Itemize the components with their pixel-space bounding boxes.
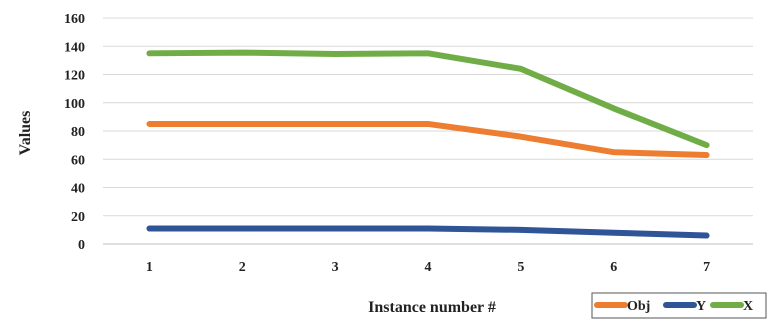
series-lines [146, 49, 710, 239]
x-tick-label: 7 [703, 260, 710, 275]
x-tick-label: 1 [146, 260, 153, 275]
data-point-x [239, 50, 245, 56]
gridlines [103, 17, 753, 217]
data-point-x [518, 66, 524, 72]
y-axis-title: Values [17, 111, 34, 156]
x-tick-labels: 1 2 3 4 5 6 7 [146, 260, 710, 275]
data-point-obj [611, 149, 617, 155]
data-point-y [332, 225, 338, 231]
x-tick-label: 3 [332, 260, 339, 275]
data-point-obj [704, 152, 710, 158]
x-tick-label: 2 [239, 260, 246, 275]
data-point-y [239, 225, 245, 231]
data-point-obj [425, 121, 431, 127]
legend: Obj Y X [591, 292, 767, 319]
x-tick-label: 6 [610, 260, 617, 275]
y-tick-label: 40 [71, 182, 85, 197]
data-point-obj [239, 121, 245, 127]
data-point-obj [518, 134, 524, 140]
legend-label-x: X [743, 299, 753, 314]
y-tick-labels: 0 20 40 60 80 100 120 140 160 [64, 12, 85, 253]
legend-label-obj: Obj [627, 299, 650, 314]
data-point-y [425, 225, 431, 231]
data-point-obj [332, 121, 338, 127]
x-axis-title: Instance number # [368, 299, 496, 316]
x-tick-label: 5 [517, 260, 524, 275]
data-point-x [704, 142, 710, 148]
data-point-y [611, 230, 617, 236]
y-tick-label: 60 [71, 153, 85, 168]
y-tick-label: 20 [71, 210, 85, 225]
series-line-obj [146, 120, 710, 159]
y-tick-label: 0 [78, 238, 85, 253]
data-point-y [518, 227, 524, 233]
y-tick-label: 100 [64, 97, 85, 112]
data-point-y [146, 225, 152, 231]
y-tick-label: 120 [64, 69, 85, 84]
data-point-x [611, 105, 617, 111]
legend-label-y: Y [696, 299, 706, 314]
data-point-x [332, 51, 338, 57]
data-point-x [146, 50, 152, 56]
data-point-obj [146, 121, 152, 127]
y-tick-label: 80 [71, 125, 85, 140]
y-tick-label: 140 [64, 40, 85, 55]
data-point-y [704, 233, 710, 239]
y-tick-label: 160 [64, 12, 85, 27]
data-point-x [425, 50, 431, 56]
x-tick-label: 4 [425, 260, 432, 275]
